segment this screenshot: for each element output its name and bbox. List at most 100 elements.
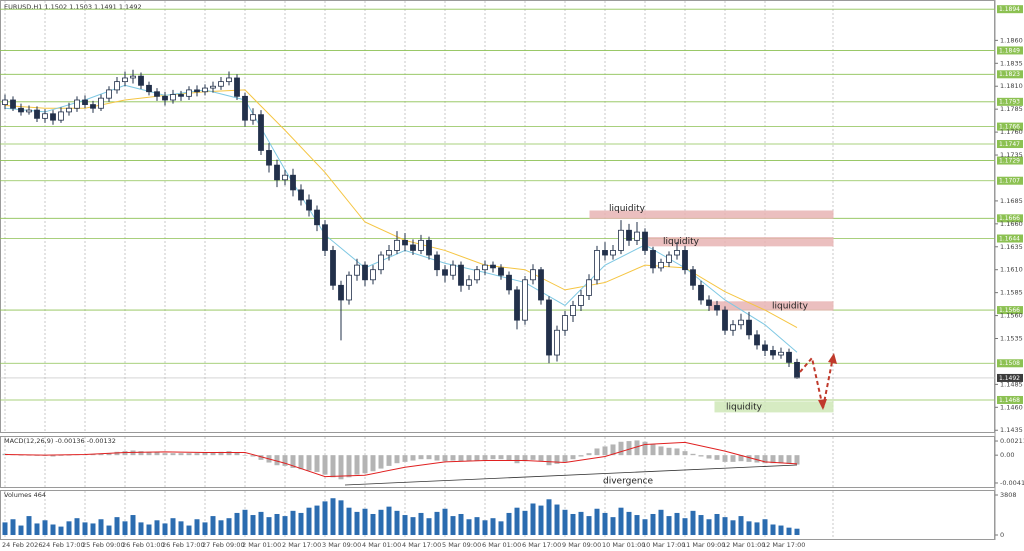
volume-bar	[762, 519, 768, 535]
candle-body	[242, 95, 248, 121]
level-tag	[997, 122, 1023, 131]
macd-bar	[570, 455, 576, 460]
candle-body	[306, 199, 312, 211]
volume-bar	[282, 516, 288, 535]
candle-body	[394, 239, 400, 251]
candle-body	[210, 85, 216, 89]
macd-bar	[170, 453, 176, 456]
volume-bar	[178, 521, 184, 535]
candle-body	[202, 87, 208, 93]
macd-bar	[618, 441, 624, 456]
macd-bar	[114, 451, 120, 456]
volume-bar	[738, 516, 744, 535]
volume-bar	[130, 515, 136, 535]
macd-bar	[594, 448, 600, 456]
level-label: 1.1747	[999, 141, 1020, 148]
level-label: 1.1823	[999, 71, 1020, 78]
level-label: 1.1894	[999, 6, 1020, 13]
level-label: 1.1793	[999, 99, 1020, 106]
y-tick-label: 1.1685	[1000, 197, 1023, 205]
candle-body	[506, 274, 512, 291]
candle-body	[82, 99, 88, 105]
y-tick-label: 1.1435	[1000, 426, 1023, 434]
macd-bar	[714, 455, 720, 460]
x-tick-label: 6 Mar 01:00	[482, 541, 521, 549]
macd-bar	[602, 446, 608, 456]
panel-title: Volumes 464	[4, 491, 46, 499]
macd-bar	[530, 455, 536, 460]
macd-bar	[610, 444, 616, 456]
candle-body	[626, 229, 632, 241]
macd-bar	[250, 455, 256, 457]
volume-bar	[626, 511, 632, 535]
volume-bar	[586, 516, 592, 535]
level-tag	[997, 97, 1023, 106]
macd-bar	[242, 455, 248, 456]
macd-bar	[154, 452, 160, 456]
volume-bar	[506, 512, 512, 535]
candle-body	[298, 189, 304, 201]
level-tag	[997, 395, 1023, 404]
candle-body	[714, 305, 720, 311]
volume-bar	[538, 505, 544, 535]
volume-bar	[2, 522, 8, 535]
volume-bar	[258, 511, 264, 535]
macd-bar	[730, 455, 736, 462]
candle-body	[458, 264, 464, 286]
candle-body	[434, 254, 440, 271]
arrow-head	[828, 353, 837, 364]
volume-bar	[578, 511, 584, 535]
macd-bar	[778, 455, 784, 464]
candle-body	[154, 91, 160, 97]
volume-bar	[306, 507, 312, 535]
x-tick-label: 24 Feb 17:00	[42, 541, 85, 549]
y-tick-label: 0	[1000, 531, 1004, 539]
candle-body	[138, 75, 144, 86]
macd-bar	[410, 455, 416, 461]
candle-body	[10, 99, 16, 109]
level-label: 1.1707	[999, 178, 1020, 185]
volume-bar	[74, 518, 80, 535]
y-tick-label: 1.1560	[1000, 312, 1023, 320]
macd-bar	[226, 451, 232, 456]
macd-bar	[330, 455, 336, 478]
candle-body	[354, 264, 360, 276]
volume-bar	[146, 524, 152, 535]
volume-bar	[266, 517, 272, 535]
macd-bar	[722, 455, 728, 462]
volume-bar	[402, 515, 408, 535]
candle-body	[730, 324, 736, 331]
volume-bar	[602, 512, 608, 535]
candle-body	[794, 361, 800, 379]
candle-body	[498, 267, 504, 276]
liquidity-zone	[714, 401, 834, 413]
macd-bar	[50, 455, 56, 457]
macd-bar	[770, 455, 776, 464]
y-tick-label: 1.1585	[1000, 289, 1023, 297]
x-tick-label: 27 Feb 09:00	[202, 541, 245, 549]
macd-bar	[370, 455, 376, 472]
macd-bar	[282, 455, 288, 466]
x-tick-label: 10 Mar 17:00	[642, 541, 685, 549]
volume-bar	[770, 524, 776, 535]
volume-bar	[186, 525, 192, 535]
volume-bar	[242, 509, 248, 535]
candle-body	[698, 284, 704, 301]
volume-bar	[394, 510, 400, 535]
macd-bar	[690, 453, 696, 456]
candle-body	[602, 250, 608, 256]
volume-bar	[66, 521, 72, 535]
volume-bar	[138, 522, 144, 535]
candle-body	[786, 351, 792, 363]
macd-bar	[466, 455, 472, 462]
macd-bar	[378, 455, 384, 469]
level-label: 1.1508	[999, 360, 1020, 367]
y-tick-label: 1.1660	[1000, 220, 1023, 228]
volume-bar	[594, 508, 600, 535]
candle-body	[570, 305, 576, 316]
volume-bar	[658, 509, 664, 535]
volume-bar	[314, 505, 320, 535]
volume-bar	[354, 511, 360, 535]
